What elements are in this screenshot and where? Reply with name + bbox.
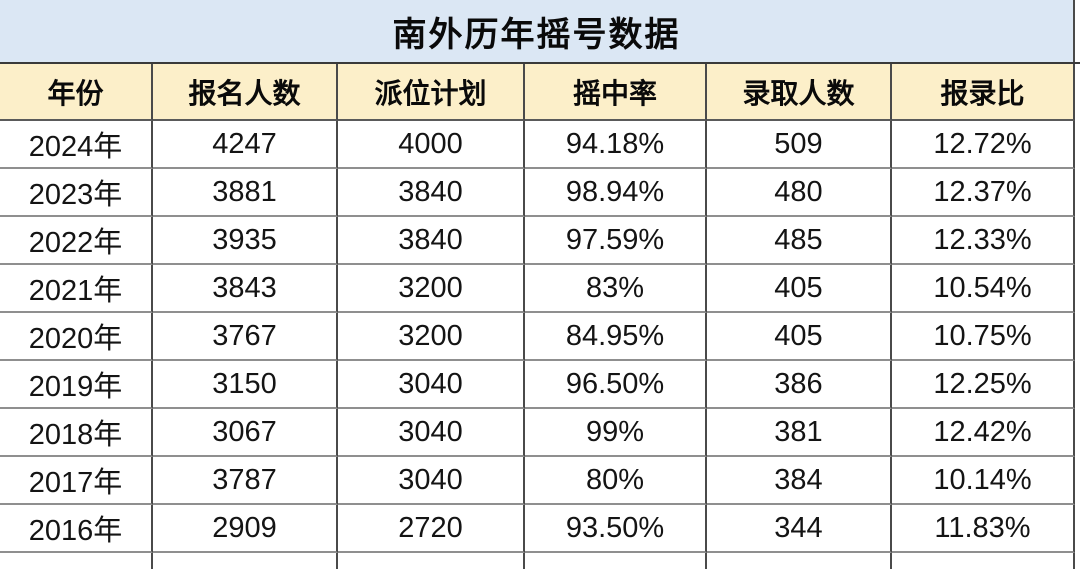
year-cell: 2018年 [0,409,153,457]
column-header-year: 年份 [0,64,153,121]
ratio-cell: 12.25% [892,361,1075,409]
plan-cell: 3040 [338,361,525,409]
table-row: 2024年 4247 4000 94.18% 509 12.72% [0,121,1080,169]
applicants-cell: 3935 [153,217,338,265]
applicants-cell: 3787 [153,457,338,505]
applicants-cell: 3843 [153,265,338,313]
column-header-applicants: 报名人数 [153,64,338,121]
plan-cell: 3200 [338,313,525,361]
table-row-partial [0,553,1080,569]
plan-cell: 3840 [338,169,525,217]
table-header-row: 年份 报名人数 派位计划 摇中率 录取人数 报录比 [0,64,1080,121]
ratio-cell: 12.37% [892,169,1075,217]
hit-rate-cell: 80% [525,457,707,505]
table-row: 2016年 2909 2720 93.50% 344 11.83% [0,505,1080,553]
column-header-hit-rate: 摇中率 [525,64,707,121]
plan-cell: 4000 [338,121,525,169]
ratio-cell: 12.42% [892,409,1075,457]
admitted-cell [707,553,892,569]
plan-cell: 3200 [338,265,525,313]
page-title: 南外历年摇号数据 [0,0,1075,62]
admitted-cell: 480 [707,169,892,217]
table-row: 2017年 3787 3040 80% 384 10.14% [0,457,1080,505]
hit-rate-cell [525,553,707,569]
admitted-cell: 384 [707,457,892,505]
column-header-ratio: 报录比 [892,64,1075,121]
hit-rate-cell: 99% [525,409,707,457]
applicants-cell: 3767 [153,313,338,361]
hit-rate-cell: 98.94% [525,169,707,217]
year-cell: 2021年 [0,265,153,313]
ratio-cell: 12.72% [892,121,1075,169]
admitted-cell: 344 [707,505,892,553]
year-cell [0,553,153,569]
table-row: 2022年 3935 3840 97.59% 485 12.33% [0,217,1080,265]
ratio-cell [892,553,1075,569]
year-cell: 2022年 [0,217,153,265]
hit-rate-cell: 83% [525,265,707,313]
admitted-cell: 381 [707,409,892,457]
applicants-cell: 3067 [153,409,338,457]
table-row: 2018年 3067 3040 99% 381 12.42% [0,409,1080,457]
plan-cell [338,553,525,569]
table-row: 2019年 3150 3040 96.50% 386 12.25% [0,361,1080,409]
ratio-cell: 10.54% [892,265,1075,313]
table-row: 2023年 3881 3840 98.94% 480 12.37% [0,169,1080,217]
hit-rate-cell: 94.18% [525,121,707,169]
plan-cell: 2720 [338,505,525,553]
ratio-cell: 10.14% [892,457,1075,505]
plan-cell: 3040 [338,409,525,457]
year-cell: 2019年 [0,361,153,409]
admitted-cell: 405 [707,313,892,361]
column-header-admitted: 录取人数 [707,64,892,121]
hit-rate-cell: 97.59% [525,217,707,265]
plan-cell: 3840 [338,217,525,265]
admitted-cell: 405 [707,265,892,313]
applicants-cell: 2909 [153,505,338,553]
ratio-cell: 11.83% [892,505,1075,553]
year-cell: 2016年 [0,505,153,553]
hit-rate-cell: 96.50% [525,361,707,409]
applicants-cell [153,553,338,569]
admitted-cell: 485 [707,217,892,265]
admitted-cell: 386 [707,361,892,409]
hit-rate-cell: 84.95% [525,313,707,361]
hit-rate-cell: 93.50% [525,505,707,553]
table-row: 2021年 3843 3200 83% 405 10.54% [0,265,1080,313]
column-header-plan: 派位计划 [338,64,525,121]
ratio-cell: 12.33% [892,217,1075,265]
year-cell: 2023年 [0,169,153,217]
applicants-cell: 3150 [153,361,338,409]
year-cell: 2017年 [0,457,153,505]
data-table: 年份 报名人数 派位计划 摇中率 录取人数 报录比 2024年 4247 400… [0,62,1080,569]
year-cell: 2020年 [0,313,153,361]
applicants-cell: 3881 [153,169,338,217]
plan-cell: 3040 [338,457,525,505]
table-row: 2020年 3767 3200 84.95% 405 10.75% [0,313,1080,361]
admitted-cell: 509 [707,121,892,169]
ratio-cell: 10.75% [892,313,1075,361]
year-cell: 2024年 [0,121,153,169]
applicants-cell: 4247 [153,121,338,169]
